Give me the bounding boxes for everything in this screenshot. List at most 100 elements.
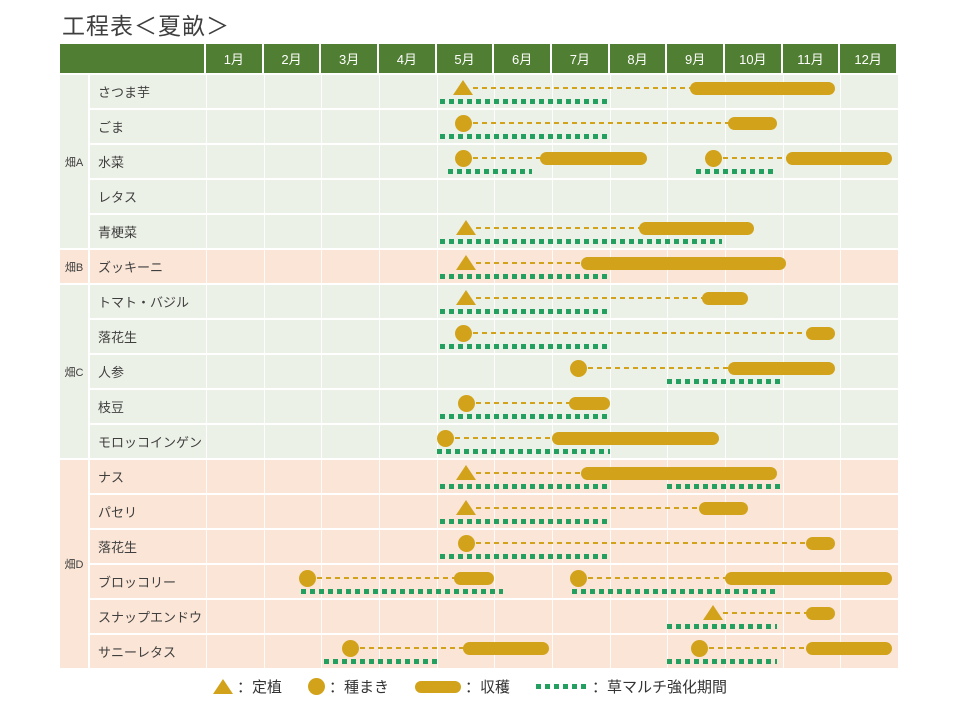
month-cell [840,390,898,423]
mulch-dotted-line [440,414,610,419]
month-cell [206,110,264,143]
month-header-cell: 12月 [840,44,898,75]
harvest-bar [581,467,777,480]
crop-label: 落花生 [90,320,206,353]
legend-transplant-triangle-icon [213,679,233,694]
month-cell [206,215,264,248]
harvest-bar [690,82,834,95]
crop-row: 水菜 [90,145,898,180]
month-cell [379,285,437,318]
month-cell [783,180,841,213]
mulch-dotted-line [440,239,723,244]
month-cell [610,530,668,563]
month-cell [206,145,264,178]
transplant-triangle-icon [456,220,476,235]
month-cell [552,635,610,668]
mulch-dotted-line [324,659,436,664]
month-cell [321,530,379,563]
month-cell [610,180,668,213]
month-cell [264,285,322,318]
legend-item-transplant: ：定植 [213,676,282,697]
month-cell [321,320,379,353]
month-cell [379,320,437,353]
legend-item-harvest: ：収穫 [415,676,510,697]
crop-row: スナップエンドウ [90,600,898,635]
legend-item-sowing: ：種まき [308,676,389,697]
connector-dash-line [317,577,457,579]
month-cell [494,565,552,598]
connector-dash-line [476,402,573,404]
month-cell [379,180,437,213]
month-cell [264,635,322,668]
month-cell [264,250,322,283]
month-cell [321,285,379,318]
connector-dash-line [473,157,544,159]
month-cell [783,215,841,248]
connector-dash-line [588,367,731,369]
crop-row: ブロッコリー [90,565,898,600]
transplant-triangle-icon [456,500,476,515]
month-cell [379,460,437,493]
mulch-dotted-line [301,589,503,594]
mulch-dotted-line [440,484,610,489]
connector-dash-line [723,157,788,159]
month-cell [264,600,322,633]
transplant-triangle-icon [456,465,476,480]
month-cell [840,250,898,283]
harvest-bar [454,572,494,585]
crop-label: 水菜 [90,145,206,178]
month-cell [783,460,841,493]
month-cell [379,390,437,423]
month-cell [264,145,322,178]
connector-dash-line [473,87,694,89]
month-cell [667,390,725,423]
month-cell [840,180,898,213]
month-cell [264,495,322,528]
month-cell [610,110,668,143]
mulch-dotted-line [440,134,610,139]
month-cell [494,180,552,213]
crop-row: ごま [90,110,898,145]
month-cell [321,145,379,178]
month-cell [725,530,783,563]
crop-label: パセリ [90,495,206,528]
month-cell [667,110,725,143]
sowing-circle-icon [455,115,472,132]
field-group-label: 畑A [60,75,90,250]
month-cell [206,495,264,528]
month-cell [321,75,379,108]
month-cell [206,530,264,563]
sowing-circle-icon [299,570,316,587]
month-cell [783,250,841,283]
month-header-cell: 5月 [437,44,495,75]
month-cell [610,390,668,423]
month-cell [264,425,322,458]
month-cell [667,530,725,563]
connector-dash-line [709,647,809,649]
connector-dash-line [476,472,584,474]
month-cell [840,425,898,458]
crop-row: モロッコインゲン [90,425,898,460]
month-header-cell: 4月 [379,44,437,75]
sowing-circle-icon [455,150,472,167]
month-cell [206,250,264,283]
month-cell [379,355,437,388]
month-cell [437,600,495,633]
month-cell [783,425,841,458]
crop-label: レタス [90,180,206,213]
month-header-cell: 7月 [552,44,610,75]
month-cell [610,355,668,388]
month-cell [264,110,322,143]
field-group-label: 畑B [60,250,90,285]
crop-row: パセリ [90,495,898,530]
mulch-dotted-line [667,484,782,489]
connector-dash-line [476,227,642,229]
mulch-dotted-line [667,624,777,629]
connector-dash-line [476,297,705,299]
connector-dash-line [588,577,728,579]
mulch-dotted-line [667,659,777,664]
crop-label: スナップエンドウ [90,600,206,633]
month-cell [552,180,610,213]
harvest-bar [540,152,647,165]
crop-label: ブロッコリー [90,565,206,598]
